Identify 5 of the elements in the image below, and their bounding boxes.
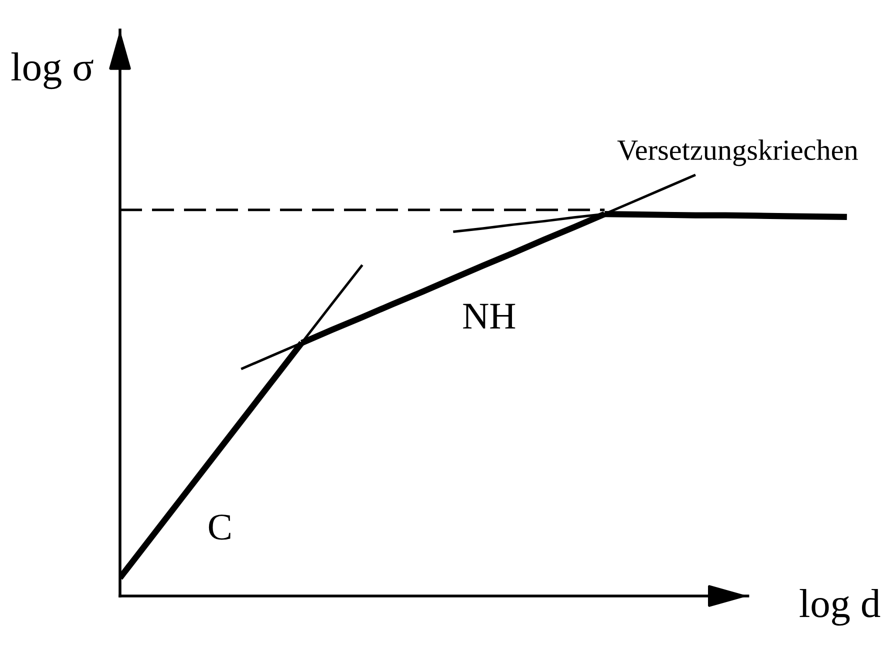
x-axis-title: log d xyxy=(800,589,880,626)
series-label: NH xyxy=(463,304,516,328)
series-label: Versetzungskriechen xyxy=(617,140,858,166)
series-label: C xyxy=(208,514,230,540)
y-axis-title: log σ xyxy=(11,52,94,90)
